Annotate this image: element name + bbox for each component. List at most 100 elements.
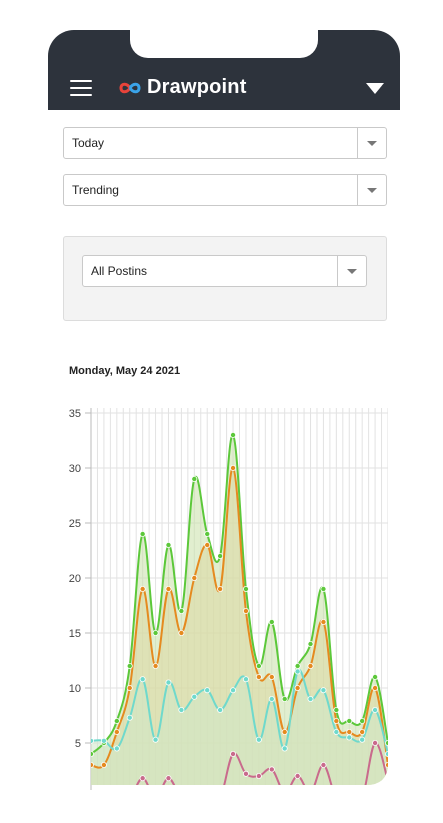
data-point bbox=[282, 790, 287, 795]
data-point bbox=[268, 696, 275, 703]
data-point bbox=[307, 641, 314, 648]
data-point bbox=[372, 685, 379, 692]
data-point bbox=[178, 608, 185, 615]
data-point bbox=[217, 707, 224, 714]
data-point bbox=[217, 553, 224, 560]
data-point bbox=[218, 795, 223, 800]
data-point bbox=[346, 718, 353, 725]
data-point bbox=[230, 751, 237, 758]
series-area-2 bbox=[91, 669, 388, 785]
data-point bbox=[294, 663, 301, 670]
chevron-down-icon[interactable] bbox=[357, 175, 386, 205]
data-point bbox=[100, 762, 107, 769]
data-point bbox=[334, 795, 339, 800]
data-point bbox=[139, 676, 146, 683]
data-point bbox=[178, 630, 185, 637]
data-point bbox=[333, 707, 340, 714]
data-point bbox=[255, 674, 262, 681]
data-point bbox=[294, 668, 301, 675]
data-point bbox=[126, 714, 133, 721]
data-point bbox=[307, 663, 314, 670]
y-tick-label: 30 bbox=[69, 463, 81, 475]
y-tick-label: 20 bbox=[69, 573, 81, 585]
caret-down-icon[interactable] bbox=[366, 83, 384, 94]
phone-frame: Drawpoint bbox=[48, 30, 400, 790]
data-point bbox=[230, 464, 237, 471]
data-point bbox=[384, 778, 388, 785]
y-tick-label: 35 bbox=[69, 408, 81, 420]
data-point bbox=[320, 619, 327, 626]
data-point bbox=[242, 676, 249, 683]
y-tick-label: 10 bbox=[69, 683, 81, 695]
data-point bbox=[152, 736, 159, 743]
data-point bbox=[165, 775, 172, 782]
data-point bbox=[113, 729, 120, 736]
infinity-logo-icon bbox=[119, 82, 141, 94]
data-point bbox=[372, 674, 379, 681]
data-point bbox=[230, 687, 237, 694]
data-point bbox=[113, 745, 120, 752]
data-point bbox=[372, 707, 379, 714]
data-point bbox=[165, 586, 172, 593]
data-point bbox=[191, 693, 198, 700]
data-point bbox=[230, 431, 237, 438]
data-point bbox=[165, 542, 172, 549]
data-point bbox=[126, 663, 133, 670]
brand-name[interactable]: Drawpoint bbox=[147, 76, 247, 98]
data-point bbox=[179, 795, 184, 800]
sort-select[interactable]: Trending bbox=[63, 174, 387, 206]
data-point bbox=[281, 745, 288, 752]
hamburger-menu-icon[interactable] bbox=[70, 80, 92, 96]
chevron-down-icon[interactable] bbox=[337, 256, 366, 286]
data-point bbox=[359, 729, 366, 736]
data-point bbox=[268, 619, 275, 626]
data-point bbox=[294, 685, 301, 692]
data-point bbox=[346, 729, 353, 736]
data-point bbox=[281, 729, 288, 736]
data-point bbox=[320, 687, 327, 694]
data-point bbox=[333, 729, 340, 736]
data-point bbox=[242, 608, 249, 615]
data-point bbox=[91, 762, 95, 769]
data-point bbox=[153, 795, 158, 800]
data-point bbox=[268, 674, 275, 681]
data-point bbox=[359, 736, 366, 743]
postings-select[interactable]: All Postins bbox=[82, 255, 367, 287]
data-point bbox=[320, 586, 327, 593]
data-point bbox=[255, 773, 262, 780]
data-point bbox=[242, 770, 249, 777]
data-point bbox=[281, 696, 288, 703]
data-point bbox=[101, 795, 106, 800]
data-point bbox=[152, 630, 159, 637]
data-point bbox=[114, 795, 119, 800]
data-point bbox=[191, 475, 198, 482]
data-point bbox=[307, 696, 314, 703]
data-point bbox=[178, 707, 185, 714]
sort-select-value: Trending bbox=[72, 183, 119, 197]
data-point bbox=[204, 687, 211, 694]
period-select-value: Today bbox=[72, 136, 105, 150]
period-select[interactable]: Today bbox=[63, 127, 387, 159]
data-point bbox=[192, 795, 197, 800]
data-point bbox=[255, 663, 262, 670]
postings-select-value: All Postins bbox=[91, 264, 148, 278]
data-point bbox=[294, 773, 301, 780]
data-point bbox=[204, 542, 211, 549]
data-point bbox=[139, 531, 146, 538]
y-tick-label: 25 bbox=[69, 518, 81, 530]
data-point bbox=[384, 751, 388, 758]
data-point bbox=[127, 795, 132, 800]
data-point bbox=[126, 685, 133, 692]
data-point bbox=[384, 740, 388, 747]
data-point bbox=[205, 795, 210, 800]
data-point bbox=[204, 531, 211, 538]
data-point bbox=[384, 762, 388, 769]
data-point bbox=[308, 790, 313, 795]
y-tick-label: 5 bbox=[75, 738, 81, 750]
data-point bbox=[165, 679, 172, 686]
data-point bbox=[217, 586, 224, 593]
data-point bbox=[91, 751, 95, 758]
chevron-down-icon[interactable] bbox=[357, 128, 386, 158]
data-point bbox=[268, 766, 275, 773]
